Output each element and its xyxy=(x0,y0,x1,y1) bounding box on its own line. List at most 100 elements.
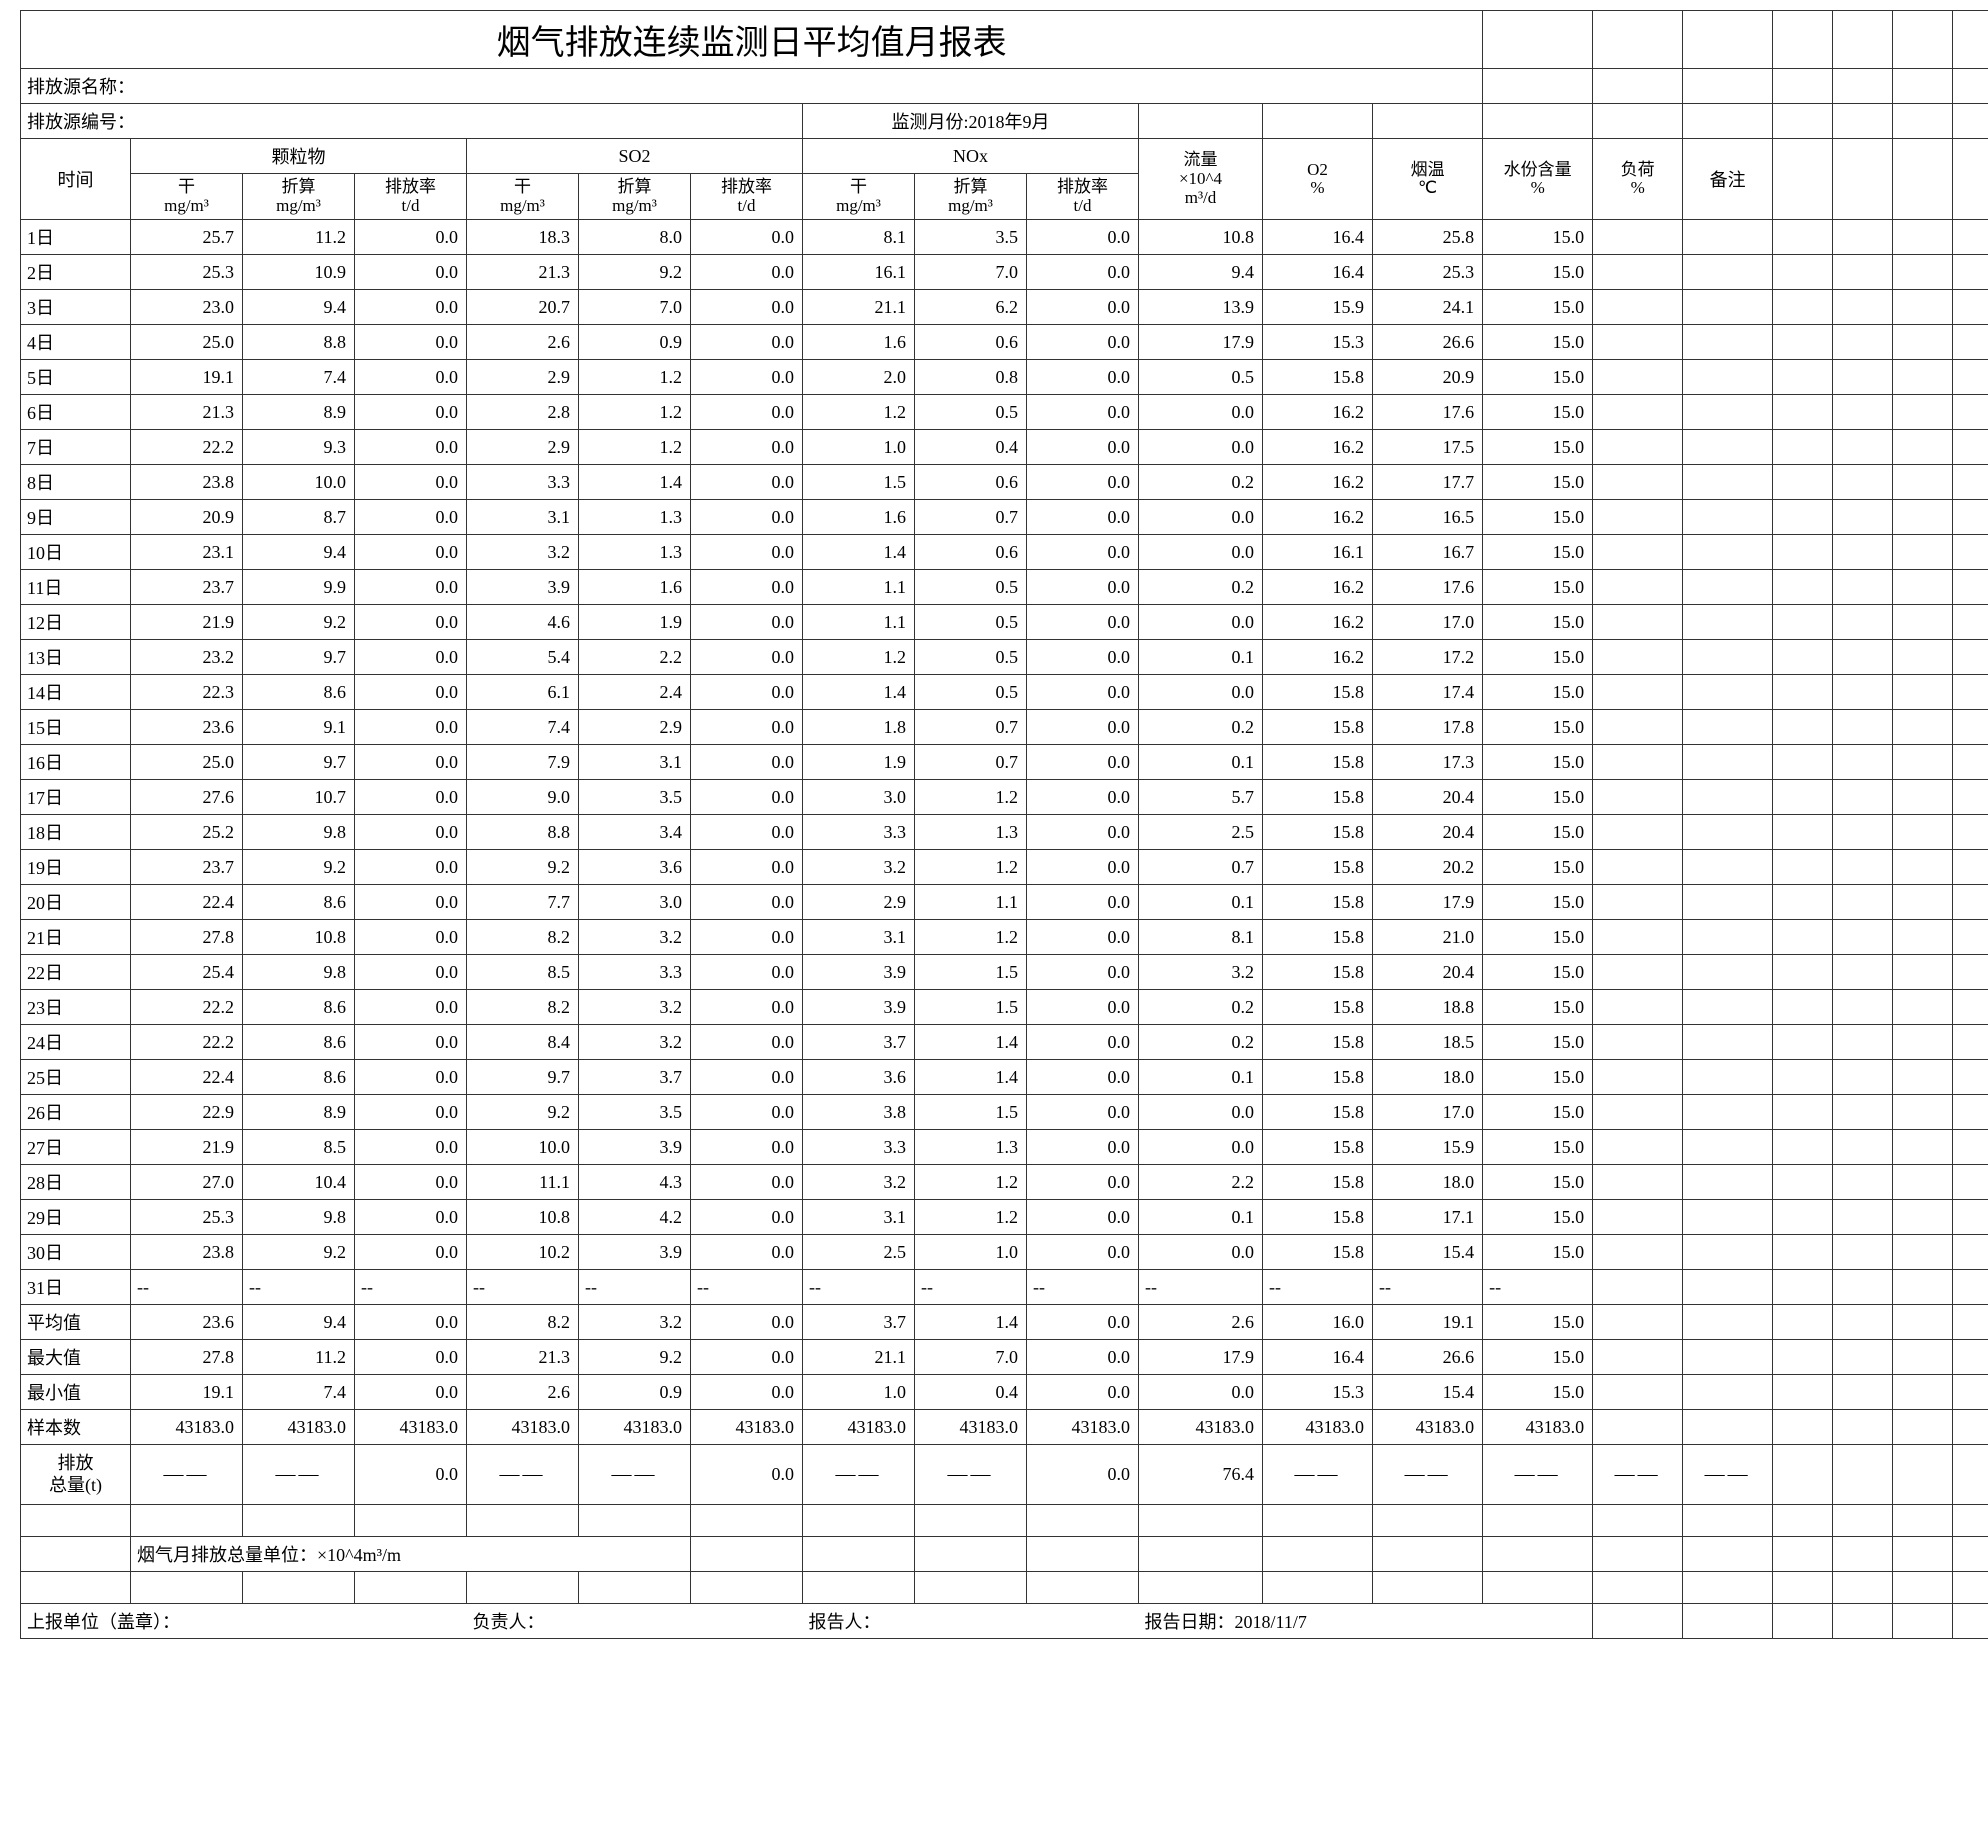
cell: 9.2 xyxy=(579,1340,691,1375)
cell: 43183.0 xyxy=(1483,1410,1593,1445)
cell: 0.0 xyxy=(355,850,467,885)
hdr-pm: 颗粒物 xyxy=(131,139,467,174)
cell: 0.7 xyxy=(1139,850,1263,885)
cell: 0.0 xyxy=(1027,290,1139,325)
cell: 6.1 xyxy=(467,675,579,710)
cell: 21.0 xyxy=(1373,920,1483,955)
day-label: 28日 xyxy=(21,1165,131,1200)
cell: 15.0 xyxy=(1483,850,1593,885)
cell: 0.0 xyxy=(1027,675,1139,710)
table-row: 25日22.48.60.09.73.70.03.61.40.00.115.818… xyxy=(21,1060,1988,1095)
cell: 0.0 xyxy=(355,1340,467,1375)
summary-label: 最小值 xyxy=(21,1375,131,1410)
cell: 0.0 xyxy=(355,710,467,745)
table-row: 28日27.010.40.011.14.30.03.21.20.02.215.8… xyxy=(21,1165,1988,1200)
cell: 8.1 xyxy=(803,220,915,255)
table-row: 3日23.09.40.020.77.00.021.16.20.013.915.9… xyxy=(21,290,1988,325)
cell: 9.3 xyxy=(243,430,355,465)
cell: 43183.0 xyxy=(691,1410,803,1445)
cell: 9.7 xyxy=(243,745,355,780)
cell: 0.0 xyxy=(1027,1200,1139,1235)
table-row: 27日21.98.50.010.03.90.03.31.30.00.015.81… xyxy=(21,1130,1988,1165)
cell: 0.7 xyxy=(915,745,1027,780)
hdr-time: 时间 xyxy=(21,139,131,220)
cell: 18.3 xyxy=(467,220,579,255)
cell: 1.5 xyxy=(915,1095,1027,1130)
cell: 21.9 xyxy=(131,1130,243,1165)
cell: 0.0 xyxy=(1027,325,1139,360)
cell: 1.9 xyxy=(803,745,915,780)
cell: 15.0 xyxy=(1483,1305,1593,1340)
cell: 19.1 xyxy=(131,360,243,395)
cell: 15.4 xyxy=(1373,1375,1483,1410)
cell: 0.5 xyxy=(915,605,1027,640)
cell: 0.0 xyxy=(355,990,467,1025)
cell: 15.0 xyxy=(1483,640,1593,675)
cell: 10.8 xyxy=(243,920,355,955)
cell: 43183.0 xyxy=(1139,1410,1263,1445)
cell: 3.9 xyxy=(467,570,579,605)
cell: 0.0 xyxy=(1027,1095,1139,1130)
cell: 16.7 xyxy=(1373,535,1483,570)
cell: 8.9 xyxy=(243,1095,355,1130)
cell: 27.6 xyxy=(131,780,243,815)
cell: 15.0 xyxy=(1483,1200,1593,1235)
cell: 22.4 xyxy=(131,885,243,920)
cell: 3.4 xyxy=(579,815,691,850)
total-label: 排放总量(t) xyxy=(21,1445,131,1505)
cell: 0.1 xyxy=(1139,1060,1263,1095)
day-label: 3日 xyxy=(21,290,131,325)
cell: 20.9 xyxy=(1373,360,1483,395)
cell: 15.0 xyxy=(1483,1130,1593,1165)
cell: 2.6 xyxy=(467,325,579,360)
submit-label: 上报单位（盖章）： xyxy=(21,1604,467,1639)
cell: 23.8 xyxy=(131,1235,243,1270)
cell: 2.2 xyxy=(1139,1165,1263,1200)
cell: 8.1 xyxy=(1139,920,1263,955)
cell: 17.2 xyxy=(1373,640,1483,675)
cell: 0.0 xyxy=(1027,1025,1139,1060)
cell: 25.3 xyxy=(131,1200,243,1235)
table-row: 14日22.38.60.06.12.40.01.40.50.00.015.817… xyxy=(21,675,1988,710)
day-label: 4日 xyxy=(21,325,131,360)
cell: 16.1 xyxy=(803,255,915,290)
cell: 43183.0 xyxy=(131,1410,243,1445)
cell: 17.3 xyxy=(1373,745,1483,780)
cell: 15.0 xyxy=(1483,780,1593,815)
cell: 16.2 xyxy=(1263,395,1373,430)
cell: 1.4 xyxy=(915,1025,1027,1060)
cell: 0.0 xyxy=(1139,1375,1263,1410)
cell: 0.0 xyxy=(355,360,467,395)
cell: 1.2 xyxy=(803,395,915,430)
cell: 0.0 xyxy=(355,570,467,605)
source-no-label: 排放源编号： xyxy=(21,104,803,139)
cell: 9.0 xyxy=(467,780,579,815)
cell: 3.0 xyxy=(579,885,691,920)
cell: 4.2 xyxy=(579,1200,691,1235)
table-row: 26日22.98.90.09.23.50.03.81.50.00.015.817… xyxy=(21,1095,1988,1130)
table-row: 16日25.09.70.07.93.10.01.90.70.00.115.817… xyxy=(21,745,1988,780)
cell: 0.0 xyxy=(691,255,803,290)
cell: 22.2 xyxy=(131,1025,243,1060)
cell: 43183.0 xyxy=(243,1410,355,1445)
cell: 8.2 xyxy=(467,920,579,955)
cell: 0.0 xyxy=(355,535,467,570)
source-name-label: 排放源名称： xyxy=(21,69,1483,104)
day-label: 2日 xyxy=(21,255,131,290)
day-label: 16日 xyxy=(21,745,131,780)
cell: 15.0 xyxy=(1483,1060,1593,1095)
cell: 3.3 xyxy=(803,815,915,850)
cell: 1.2 xyxy=(915,1200,1027,1235)
day-label: 14日 xyxy=(21,675,131,710)
day-label: 20日 xyxy=(21,885,131,920)
cell: 3.1 xyxy=(579,745,691,780)
cell: 3.6 xyxy=(579,850,691,885)
cell: 0.8 xyxy=(915,360,1027,395)
cell: 27.8 xyxy=(131,1340,243,1375)
table-row: 10日23.19.40.03.21.30.01.40.60.00.016.116… xyxy=(21,535,1988,570)
cell: 1.0 xyxy=(803,1375,915,1410)
cell: 15.8 xyxy=(1263,885,1373,920)
cell: 22.4 xyxy=(131,1060,243,1095)
cell: 1.4 xyxy=(915,1305,1027,1340)
cell: 3.1 xyxy=(803,920,915,955)
